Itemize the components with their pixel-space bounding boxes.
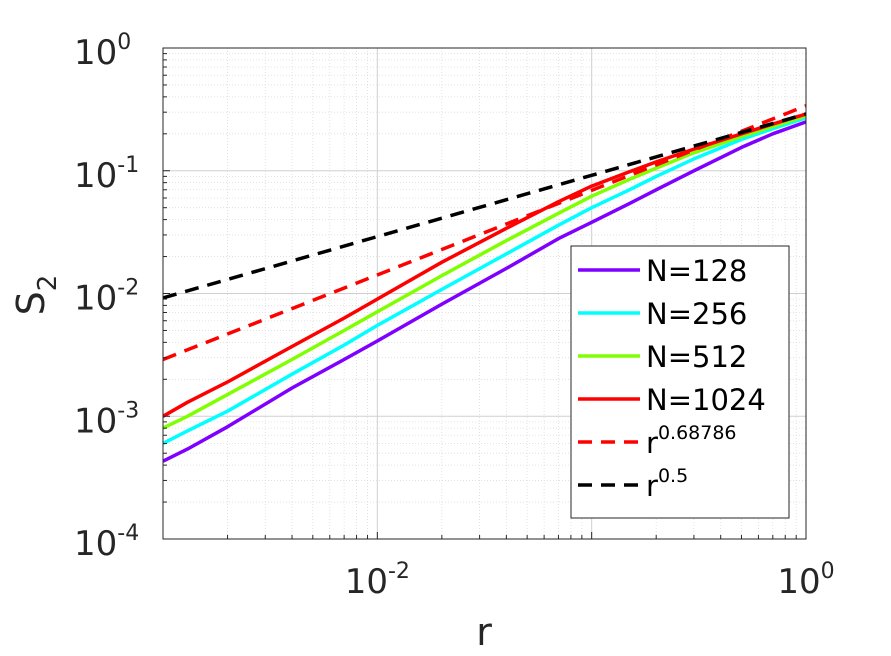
x-tick-label: 10-2	[345, 559, 410, 602]
series-layer	[163, 104, 806, 463]
legend-label-5: r0.68786	[646, 422, 737, 460]
y-tick-label-exponent: -1	[117, 153, 139, 178]
legend-label-3: N=512	[646, 340, 747, 374]
legend-label-exponent: 0.68786	[658, 422, 737, 444]
legend-label-2: N=256	[646, 297, 747, 331]
legend-box	[570, 245, 790, 519]
series-line-1	[163, 120, 806, 463]
y-tick-label-exponent: -2	[117, 276, 139, 301]
y-tick-label-base: 10	[74, 279, 117, 319]
series-line-2	[163, 116, 806, 446]
series-line-6	[163, 112, 806, 300]
legend-label-6: r0.5	[646, 465, 688, 503]
y-tick-label-exponent: 0	[117, 30, 131, 55]
legend-label-text: N=128	[646, 254, 747, 288]
legend-label-1: N=128	[646, 254, 747, 288]
legend-label-text: N=512	[646, 340, 747, 374]
legend-label-4: N=1024	[646, 383, 766, 417]
svg-text:S2: S2	[9, 275, 63, 316]
legend-label-text: N=256	[646, 297, 747, 331]
legend-label-text: r	[646, 469, 658, 503]
x-axis-label: r	[476, 610, 492, 654]
series-line-3	[163, 114, 806, 430]
y-tick-label: 10-2	[74, 276, 139, 319]
y-tick-label-base: 10	[74, 156, 117, 196]
y-axis-title: S2	[9, 275, 63, 316]
x-tick-label-base: 10	[777, 562, 820, 602]
ticks-layer	[162, 53, 797, 540]
y-tick-label: 10-1	[74, 153, 139, 196]
y-tick-label: 100	[74, 30, 131, 73]
x-tick-labels: 10-2 100	[345, 559, 835, 602]
x-tick-label-exponent: 0	[821, 559, 835, 584]
x-tick-label-exponent: -2	[388, 559, 410, 584]
y-tick-label: 10-3	[74, 398, 139, 441]
y-axis-label-subscript: 2	[33, 275, 63, 292]
x-tick-label-base: 10	[345, 562, 388, 602]
y-tick-label-base: 10	[74, 33, 117, 73]
y-tick-label-base: 10	[74, 524, 117, 564]
y-tick-label-base: 10	[74, 401, 117, 441]
series-line-5	[163, 104, 806, 362]
legend-label-exponent: 0.5	[658, 465, 688, 487]
y-axis-label: S	[9, 291, 53, 315]
y-tick-label: 10-4	[74, 521, 139, 564]
y-tick-label-exponent: -3	[117, 398, 139, 423]
legend-label-text: r	[646, 426, 658, 460]
legend-label-text: N=1024	[646, 383, 766, 417]
y-tick-label-exponent: -4	[117, 521, 139, 546]
x-tick-label: 100	[777, 559, 834, 602]
